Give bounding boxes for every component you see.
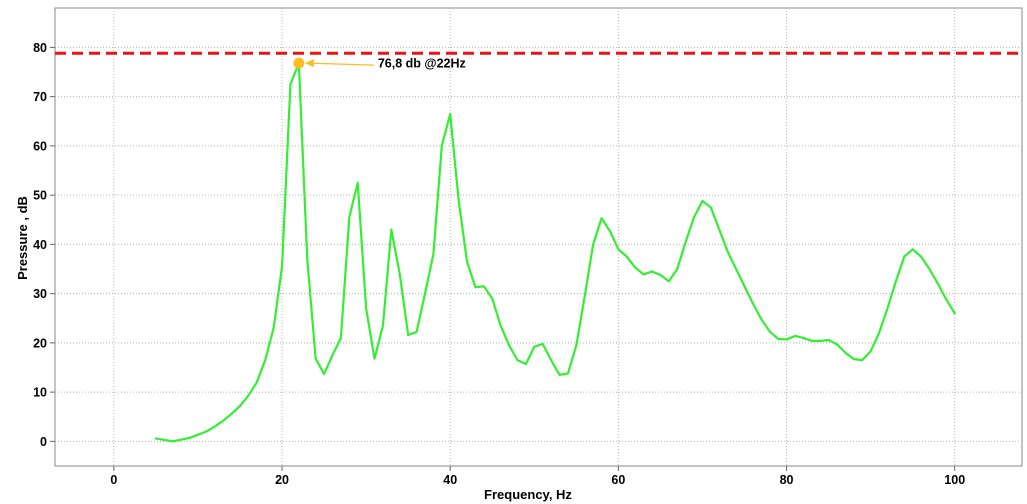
x-tick-label: 100 [944,473,965,487]
x-tick-label: 80 [780,473,794,487]
grid [55,8,1022,466]
plot-frame [54,7,1023,467]
x-axis-ticks: 0 20 40 60 80 100 [110,466,965,487]
annotation-arrowhead [304,59,314,68]
annotation-layer: 76,8 db @22Hz [293,57,466,71]
peak-marker [293,57,305,69]
y-tick-label: 50 [33,189,47,203]
y-tick-label: 0 [40,435,47,449]
y-tick-label: 70 [33,90,47,104]
annotation-pointer [308,62,374,66]
y-tick-label: 20 [33,336,47,350]
y-tick-label: 40 [33,238,47,252]
y-tick-label: 30 [33,287,47,301]
x-axis-title: Frequency, Hz [484,487,572,502]
y-tick-label: 60 [33,139,47,153]
x-tick-label: 60 [611,473,625,487]
x-tick-label: 0 [110,473,117,487]
peak-annotation-label: 76,8 db @22Hz [378,57,466,71]
x-tick-label: 20 [275,473,289,487]
y-tick-label: 10 [33,386,47,400]
series-line [154,62,956,443]
x-tick-label: 40 [443,473,457,487]
series-layer [154,62,956,443]
y-tick-label: 80 [33,41,47,55]
y-axis-ticks: 0 10 20 30 40 50 60 70 80 [33,41,55,449]
y-axis-title: Pressure , dB [15,196,30,280]
